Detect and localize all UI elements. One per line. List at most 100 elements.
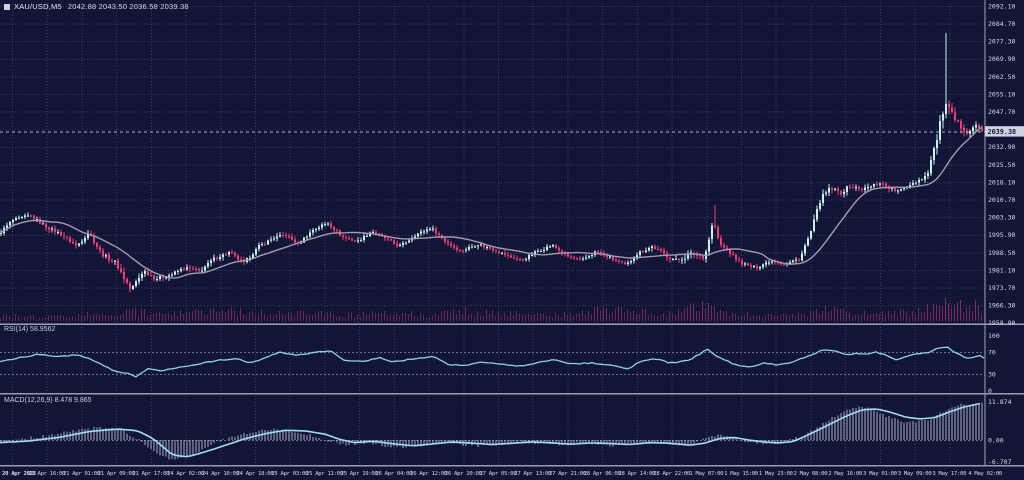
bull-candle [144,270,146,274]
volume-bar [255,314,257,321]
volume-bar [891,314,893,321]
volume-bar [549,316,551,321]
volume-bar [564,312,566,321]
bear-candle [342,235,344,238]
bull-candle [765,262,767,265]
volume-bar [507,316,509,321]
volume-bar [882,311,884,321]
volume-bar [831,310,833,321]
volume-bar [399,316,401,321]
bull-candle [804,245,806,254]
volume-bar [852,316,854,321]
bull-candle [801,253,803,261]
bear-candle [288,235,290,237]
bear-candle [117,260,119,269]
volume-bar [657,315,659,321]
bull-candle [945,103,947,114]
volume-bar [942,306,944,321]
bull-candle [18,217,20,219]
volume-bar [588,310,590,321]
bear-candle [618,260,620,262]
volume-bar [915,313,917,321]
volume-bar [975,300,977,321]
bear-candle [396,243,398,246]
bull-candle [708,239,710,252]
bear-candle [495,250,497,252]
bear-candle [558,248,560,251]
macd-axis-label: 0.00 [988,436,1004,444]
bear-candle [522,259,524,261]
bull-candle [171,274,173,276]
bear-candle [147,270,149,276]
bear-candle [453,245,455,248]
bull-candle [132,285,134,290]
volume-bar [459,310,461,321]
volume-bar [660,315,662,321]
volume-bar [333,314,335,321]
bear-candle [516,258,518,260]
bear-candle [858,187,860,190]
volume-bar [948,303,950,321]
volume-bar [627,309,629,321]
volume-bar [285,315,287,321]
bull-candle [273,238,275,240]
bull-candle [279,234,281,237]
bull-candle [138,277,140,282]
bull-candle [969,131,971,134]
volume-bar [954,305,956,321]
bear-candle [240,259,242,261]
separator-main-rsi [0,323,1024,325]
volume-bar [18,316,20,321]
bear-candle [354,240,356,242]
volume-bar [219,312,221,321]
volume-bar [648,315,650,321]
time-axis-label: 27 Apr 21:00 [549,471,586,477]
bear-candle [60,231,62,236]
bear-candle [570,256,572,258]
volume-bar [138,315,140,321]
volume-bar [312,315,314,321]
bull-candle [846,186,848,192]
volume-bar [375,312,377,321]
rsi-pane [0,346,985,378]
bear-candle [720,238,722,246]
volume-bar [981,313,983,321]
price-axis: 2092.10 2084.70 2077.30 2069.90 2062.50 2055.… [988,2,1015,465]
volume-bar [477,311,479,321]
volume-bar [327,312,329,321]
time-axis-label: 1 May 23:00 [759,471,793,477]
bull-candle [57,231,59,233]
volume-bar [99,315,101,321]
volume-bar [540,312,542,321]
volume-bar [822,311,824,321]
bull-candle [423,231,425,233]
volume-bar [978,305,980,321]
volume-bar [480,315,482,321]
bull-candle [357,240,359,242]
volume-bar [306,314,308,321]
bull-candle [303,237,305,243]
volume-bar [366,314,368,321]
volume-bar [462,313,464,321]
volume-bar [135,307,137,321]
volume-bar [810,310,812,321]
volume-bar [126,309,128,321]
time-axis-label: 26 Apr 20:00 [445,471,482,477]
bear-candle [723,245,725,248]
bear-candle [444,238,446,242]
bear-candle [615,259,617,261]
volume-bar [921,312,923,321]
volume-bar [771,313,773,321]
volume-bar [714,306,716,321]
bull-candle [471,246,473,248]
volume-bar [918,307,920,321]
bear-candle [957,120,959,122]
volume-bar [912,310,914,321]
volume-bar [759,315,761,321]
volume-bar [96,314,98,321]
bear-candle [597,251,599,253]
volume-bar [318,311,320,321]
bull-candle [204,266,206,271]
bear-candle [102,250,104,257]
